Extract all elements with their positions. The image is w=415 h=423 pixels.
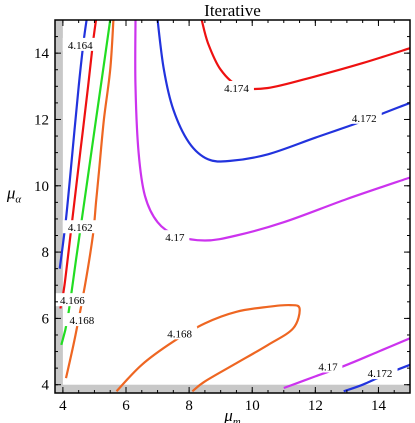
contour-line-4-172 bbox=[343, 363, 410, 393]
x-axis-title-sub: m bbox=[233, 416, 241, 423]
contour-label-bg bbox=[160, 230, 190, 244]
y-axis-title: μα bbox=[6, 184, 22, 206]
y-axis-title-base: μ bbox=[6, 184, 16, 203]
contour-line-4-174 bbox=[200, 20, 410, 91]
y-axis-title-sub: α bbox=[15, 194, 21, 206]
contour-label: 4.17 bbox=[165, 232, 185, 244]
plot-frame bbox=[54, 19, 411, 394]
y-tick-label: 14 bbox=[34, 46, 50, 62]
contour-label-bg bbox=[54, 293, 90, 307]
contour-label-bg bbox=[62, 37, 98, 51]
contour-label-bg bbox=[313, 359, 343, 373]
contour-label: 4.174 bbox=[224, 83, 249, 95]
y-tick-label: 10 bbox=[34, 179, 49, 195]
x-axis-title: μm bbox=[223, 406, 241, 423]
x-tick-label: 12 bbox=[308, 398, 323, 414]
contour-label: 4.162 bbox=[68, 222, 93, 234]
contour-label: 4.172 bbox=[368, 368, 393, 380]
y-tick-label: 8 bbox=[42, 245, 50, 261]
contour-label-bg bbox=[162, 326, 198, 340]
excluded-region bbox=[55, 20, 410, 393]
excluded-band-left bbox=[55, 20, 63, 393]
x-tick-label: 4 bbox=[59, 398, 67, 414]
x-axis-title-base: μ bbox=[223, 406, 233, 423]
contour-label: 4.17 bbox=[318, 361, 338, 373]
contour-label: 4.164 bbox=[68, 40, 93, 52]
excluded-band-bottom bbox=[55, 384, 410, 393]
contour-label: 4.172 bbox=[352, 113, 377, 125]
axis-ticks: 4 6 8 10 12 14 4 6 8 10 12 14 bbox=[34, 19, 411, 414]
x-tick-label: 8 bbox=[185, 398, 193, 414]
y-tick-label: 12 bbox=[34, 112, 49, 128]
contour-line-4-17 bbox=[134, 20, 410, 242]
contour-line-4-17 bbox=[283, 337, 410, 390]
contour-line-4-172 bbox=[156, 20, 410, 163]
contour-labels: 4.164 4.166 4.162 4.168 4.168 4.17 4.17 4.172 4.… bbox=[54, 37, 398, 380]
contour-line-4-168 bbox=[115, 303, 301, 393]
contour-label-bg bbox=[62, 220, 98, 234]
contour-label-bg bbox=[362, 366, 398, 380]
contour-label: 4.168 bbox=[167, 328, 192, 340]
chart-title: Iterative bbox=[204, 1, 261, 20]
x-tick-label: 14 bbox=[371, 398, 387, 414]
y-tick-label: 6 bbox=[42, 311, 50, 327]
y-tick-label: 4 bbox=[42, 378, 50, 394]
x-tick-label: 10 bbox=[245, 398, 260, 414]
x-tick-label: 6 bbox=[122, 398, 130, 414]
contour-label-bg bbox=[64, 313, 100, 327]
contour-label: 4.168 bbox=[69, 315, 94, 327]
contour-label: 4.166 bbox=[60, 295, 85, 307]
contour-label-bg bbox=[218, 80, 254, 94]
contour-lines bbox=[58, 20, 410, 393]
contour-label-bg bbox=[346, 110, 382, 124]
